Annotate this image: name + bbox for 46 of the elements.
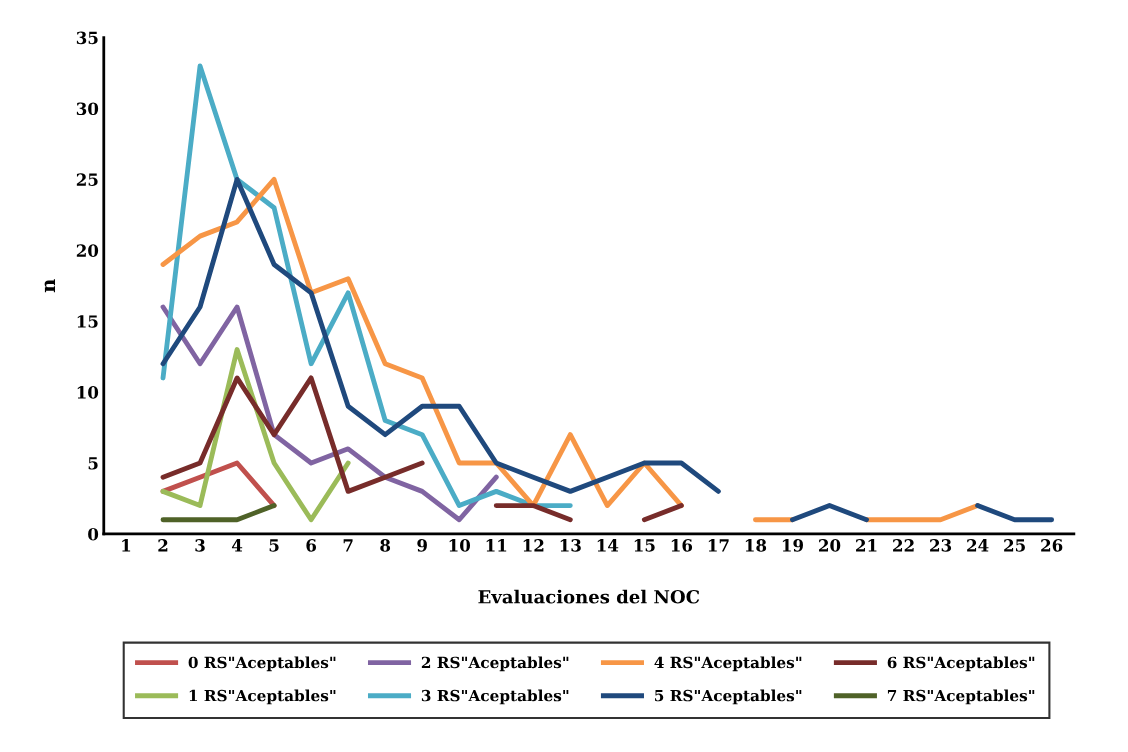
x-tick-label: 19: [782, 539, 804, 552]
x-tick-label: 4: [231, 539, 243, 552]
x-tick-label: 25: [1004, 539, 1025, 552]
legend-label: 4 RS"Aceptables": [654, 656, 802, 672]
legend-label: 1 RS"Aceptables": [189, 689, 336, 705]
legend-label: 5 RS"Aceptables": [655, 689, 802, 705]
x-tick-label: 15: [634, 539, 655, 552]
x-tick-label: 16: [671, 539, 693, 552]
x-tick-label: 2: [158, 539, 168, 552]
y-tick-label: 0: [88, 527, 99, 541]
x-tick-label: 26: [1041, 539, 1063, 552]
legend-label: 0 RS"Aceptables": [188, 656, 336, 672]
y-tick-label: 15: [77, 315, 98, 328]
x-tick-label: 7: [343, 539, 353, 552]
x-tick-label: 9: [417, 539, 427, 552]
x-tick-label: 3: [195, 539, 205, 552]
x-tick-label: 21: [856, 539, 877, 552]
x-tick-label: 6: [306, 539, 317, 552]
y-tick-label: 30: [76, 102, 99, 116]
x-tick-label: 8: [380, 539, 391, 552]
y-tick-label: 5: [88, 457, 98, 470]
x-tick-label: 24: [967, 539, 989, 552]
x-tick-label: 14: [597, 539, 619, 552]
line-series: [160, 63, 573, 508]
x-tick-label: 1: [122, 539, 131, 552]
x-axis-title: Evaluaciones del NOC: [478, 589, 700, 604]
x-tick-label: 11: [486, 539, 507, 552]
x-tick-label: 20: [819, 539, 841, 552]
line-series: [160, 304, 499, 523]
x-tick-label: 12: [523, 539, 544, 552]
y-tick-label: 25: [76, 173, 98, 186]
x-tick-label: 5: [269, 539, 279, 552]
legend-label: 6 RS"Aceptables": [887, 656, 1035, 672]
y-tick-label: 35: [76, 31, 98, 45]
y-tick-label: 10: [77, 386, 99, 399]
legend-label: 7 RS"Aceptables": [887, 689, 1035, 705]
x-tick-label: 23: [930, 539, 952, 552]
legend-label: 3 RS"Aceptables": [421, 689, 569, 705]
y-axis-title: n: [44, 279, 56, 293]
x-tick-label: 10: [449, 539, 471, 552]
x-tick-label: 17: [708, 539, 729, 552]
legend-label: 2 RS"Aceptables": [421, 656, 569, 672]
x-tick-label: 22: [893, 539, 914, 552]
x-tick-label: 18: [745, 539, 767, 552]
x-tick-label: 13: [560, 539, 581, 552]
y-tick-label: 20: [76, 244, 99, 257]
